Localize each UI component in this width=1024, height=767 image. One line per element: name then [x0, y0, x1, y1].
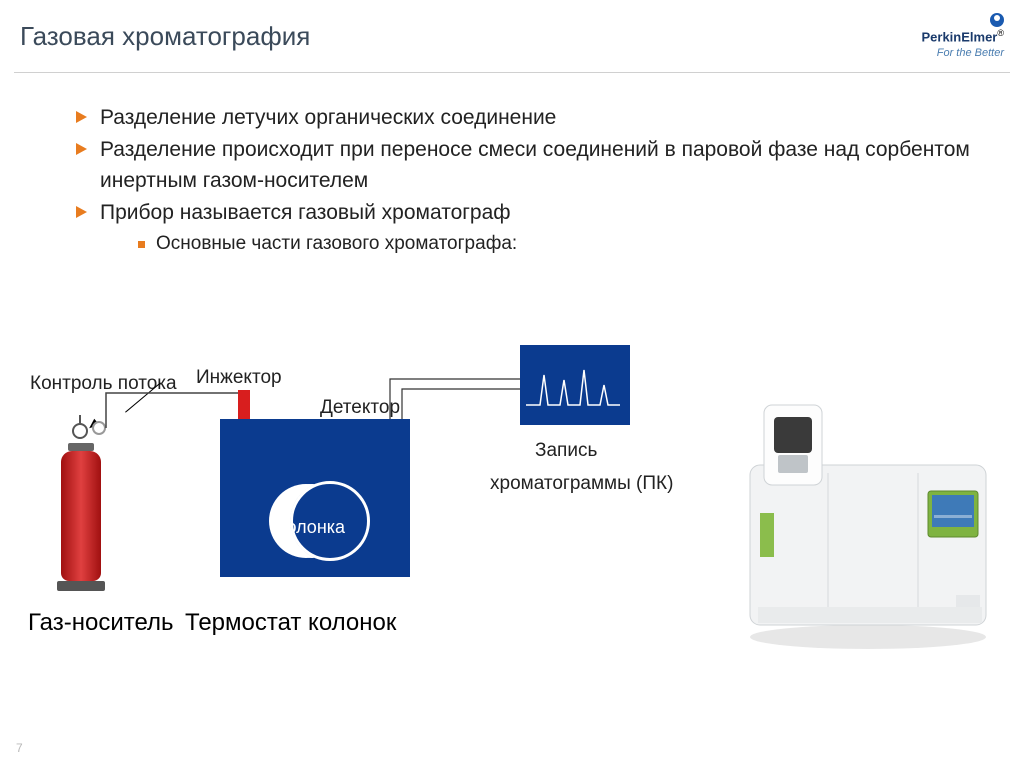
label-recorder-1: Запись [535, 440, 597, 462]
sub-bullet-item: Основные части газового хроматографа: [138, 233, 984, 255]
injector-icon [238, 390, 250, 420]
brand-logo: PerkinElmer® For the Better [921, 13, 1004, 59]
slide-title: Газовая хроматография [20, 21, 310, 52]
recorder-box [520, 345, 630, 425]
label-carrier-gas: Газ-носитель [28, 609, 174, 637]
gc-diagram: Контроль потока Инжектор Детектор Газ-но… [20, 325, 720, 665]
label-detector: Детектор [320, 397, 400, 419]
cylinder-base [57, 581, 105, 591]
oven-box: Колонка [220, 419, 410, 577]
label-oven: Термостат колонок [185, 609, 396, 637]
chromatogram-icon [520, 345, 630, 425]
brand-name: PerkinElmer [921, 29, 997, 44]
valve-icon [72, 423, 88, 439]
brand-tagline: For the Better [937, 47, 1004, 59]
bullet-item: Разделение происходит при переносе смеси… [76, 135, 984, 196]
logo-icon [990, 13, 1004, 27]
label-column: Колонка [276, 517, 345, 538]
label-recorder-2: хроматограммы (ПК) [490, 473, 673, 495]
bullet-list: Разделение летучих органических соединен… [76, 103, 984, 229]
page-number: 7 [16, 741, 23, 755]
bullet-item: Разделение летучих органических соединен… [76, 103, 984, 133]
gas-cylinder-icon [61, 451, 101, 581]
bullet-item: Прибор называется газовый хроматограф [76, 198, 984, 228]
cylinder-top [68, 443, 94, 451]
instrument-photo [718, 395, 1004, 655]
label-injector: Инжектор [196, 367, 282, 389]
sub-bullet-list: Основные части газового хроматографа: [138, 233, 984, 255]
